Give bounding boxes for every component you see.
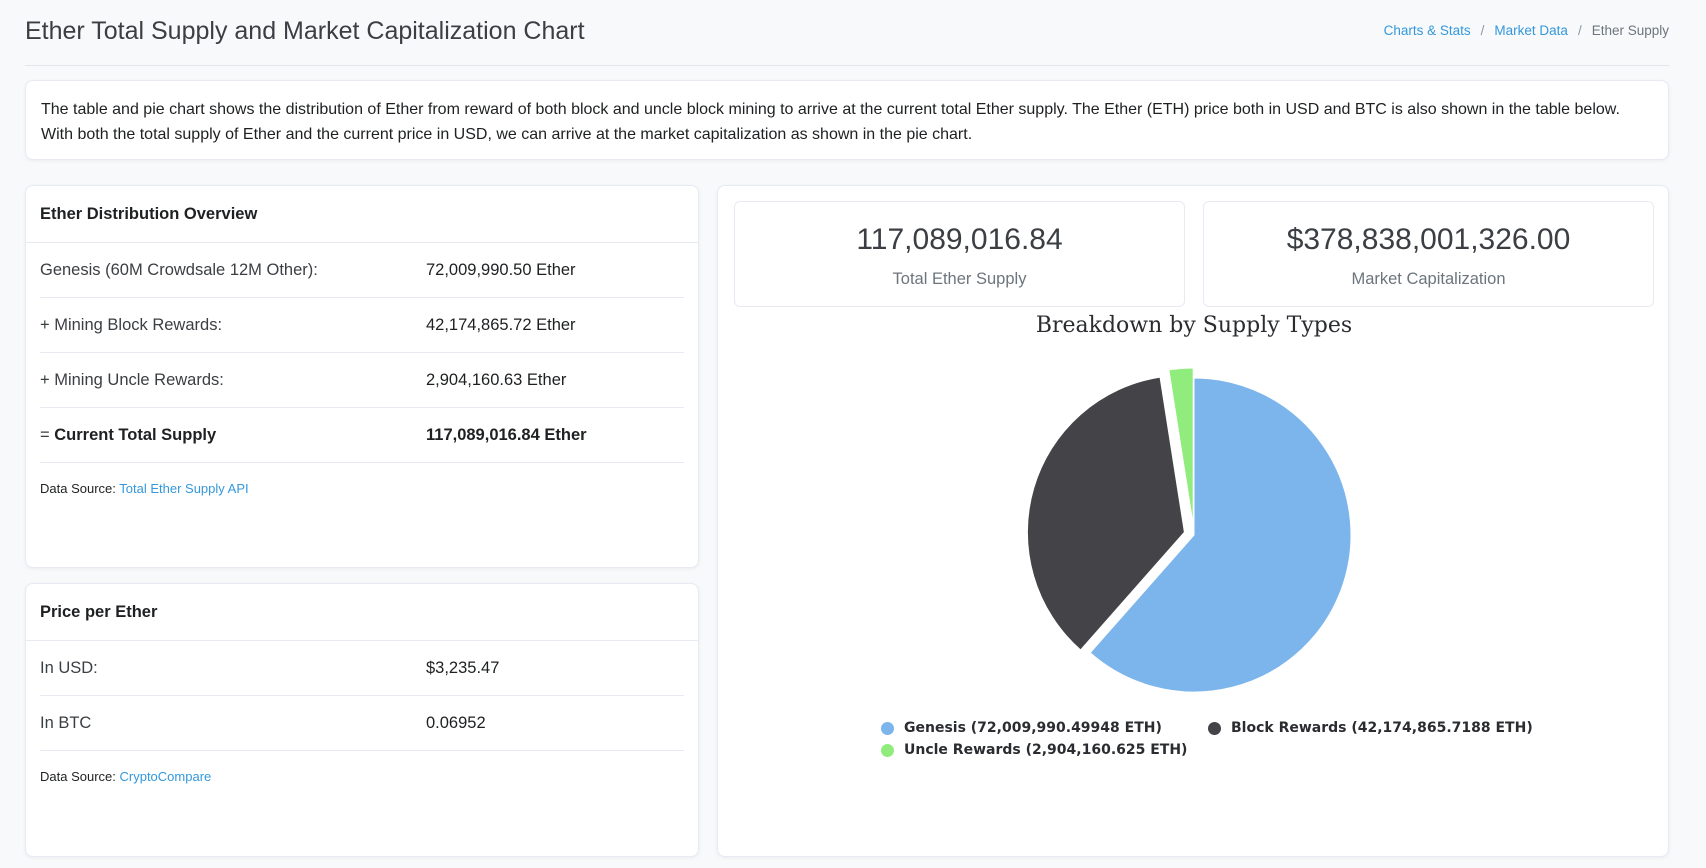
row-label-uncle-rewards: + Mining Uncle Rewards: xyxy=(40,370,224,389)
pie-slice-block-rewards[interactable] xyxy=(1026,376,1185,651)
legend-label-uncle-rewards: Uncle Rewards (2,904,160.625 ETH) xyxy=(904,742,1188,758)
market-cap-caption: Market Capitalization xyxy=(1351,270,1506,288)
total-ether-supply-api-link[interactable]: Total Ether Supply API xyxy=(119,481,249,496)
table-row: + Mining Block Rewards: 42,174,865.72 Et… xyxy=(40,298,684,353)
table-row-total: = Current Total Supply 117,089,016.84 Et… xyxy=(40,408,684,463)
row-value-genesis: 72,009,990.50 Ether xyxy=(426,260,576,279)
legend-dot-genesis xyxy=(881,721,894,735)
price-heading: Price per Ether xyxy=(26,584,698,641)
row-label-genesis: Genesis (60M Crowdsale 12M Other): xyxy=(40,260,318,279)
row-label-block-rewards: + Mining Block Rewards: xyxy=(40,315,223,334)
legend-item-block-rewards[interactable]: Block Rewards (42,174,865.7188 ETH) xyxy=(1208,720,1533,736)
pie-slice-uncle-rewards[interactable] xyxy=(1168,367,1194,526)
legend-dot-block-rewards xyxy=(1208,721,1221,735)
breadcrumb-market-data[interactable]: Market Data xyxy=(1494,23,1568,38)
price-card: Price per Ether In USD: $3,235.47 In BTC… xyxy=(25,583,699,857)
page-header: Ether Total Supply and Market Capitaliza… xyxy=(25,0,1669,66)
legend-label-genesis: Genesis (72,009,990.49948 ETH) xyxy=(904,720,1162,736)
data-source: Data Source: Total Ether Supply API xyxy=(26,463,698,496)
legend-dot-uncle-rewards xyxy=(881,743,894,757)
breadcrumb-current: Ether Supply xyxy=(1591,23,1669,38)
row-value-total: 117,089,016.84 Ether xyxy=(426,425,587,444)
table-row: + Mining Uncle Rewards: 2,904,160.63 Eth… xyxy=(40,353,684,408)
market-cap-stat: $378,838,001,326.00 Market Capitalizatio… xyxy=(1203,201,1654,307)
legend-item-uncle-rewards[interactable]: Uncle Rewards (2,904,160.625 ETH) xyxy=(881,742,1187,758)
row-value-usd: $3,235.47 xyxy=(426,658,500,677)
legend-item-genesis[interactable]: Genesis (72,009,990.49948 ETH) xyxy=(881,720,1162,736)
row-value-btc: 0.06952 xyxy=(426,713,486,732)
total-label: Current Total Supply xyxy=(54,425,217,444)
intro-card: The table and pie chart shows the distri… xyxy=(25,80,1669,160)
cryptocompare-link[interactable]: CryptoCompare xyxy=(119,769,212,784)
chart-title: Breakdown by Supply Types xyxy=(1035,313,1353,338)
total-supply-caption: Total Ether Supply xyxy=(892,270,1027,288)
legend-label-block-rewards: Block Rewards (42,174,865.7188 ETH) xyxy=(1231,720,1533,736)
data-source: Data Source: CryptoCompare xyxy=(26,751,698,784)
distribution-card: Ether Distribution Overview Genesis (60M… xyxy=(25,185,699,568)
total-prefix: = xyxy=(40,425,55,444)
intro-text: The table and pie chart shows the distri… xyxy=(41,101,1620,143)
pie-chart xyxy=(1026,367,1352,693)
data-source-label: Data Source: xyxy=(40,481,116,496)
chart-card: 117,089,016.84 Total Ether Supply $378,8… xyxy=(717,185,1669,857)
row-value-block-rewards: 42,174,865.72 Ether xyxy=(426,315,576,334)
total-supply-value: 117,089,016.84 xyxy=(856,223,1063,256)
breadcrumb: Charts & Stats / Market Data / Ether Sup… xyxy=(1384,23,1669,38)
breadcrumb-separator: / xyxy=(1577,23,1582,38)
page-title: Ether Total Supply and Market Capitaliza… xyxy=(25,17,585,45)
pie-slice-genesis[interactable] xyxy=(1089,377,1352,693)
market-cap-value: $378,838,001,326.00 xyxy=(1286,223,1571,256)
row-label-btc: In BTC xyxy=(40,713,92,732)
distribution-heading: Ether Distribution Overview xyxy=(26,186,698,243)
row-label-usd: In USD: xyxy=(40,658,98,677)
breadcrumb-charts-stats[interactable]: Charts & Stats xyxy=(1383,23,1471,38)
breadcrumb-separator: / xyxy=(1480,23,1485,38)
row-label-total: = Current Total Supply xyxy=(40,426,426,445)
table-row: Genesis (60M Crowdsale 12M Other): 72,00… xyxy=(40,243,684,298)
total-supply-stat: 117,089,016.84 Total Ether Supply xyxy=(734,201,1185,307)
data-source-label: Data Source: xyxy=(40,769,116,784)
table-row: In USD: $3,235.47 xyxy=(40,641,684,696)
table-row: In BTC 0.06952 xyxy=(40,696,684,751)
row-value-uncle-rewards: 2,904,160.63 Ether xyxy=(426,370,567,389)
